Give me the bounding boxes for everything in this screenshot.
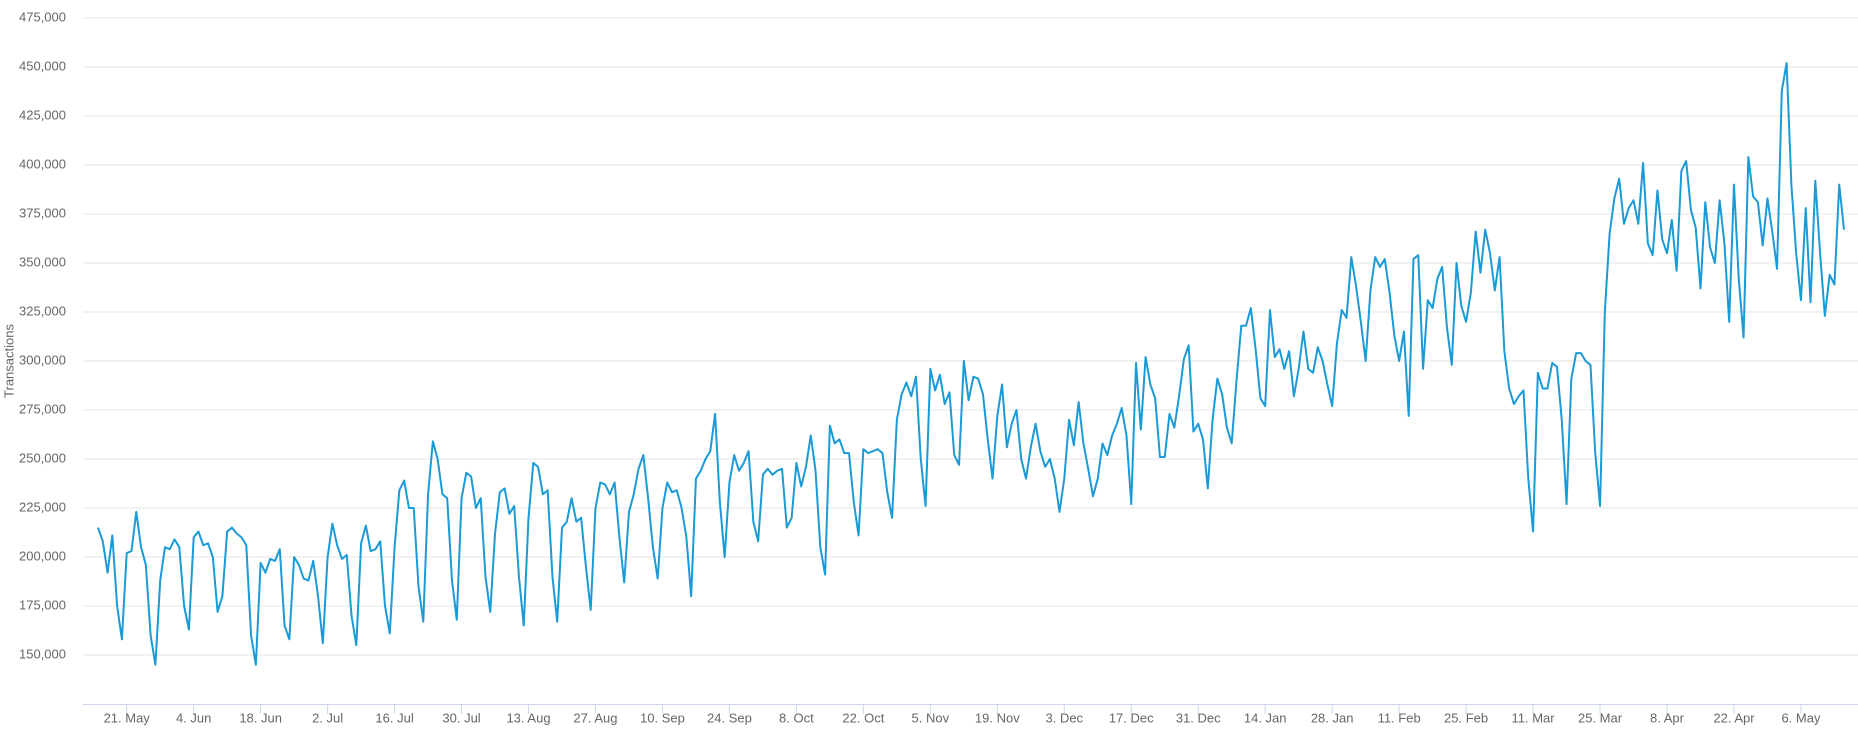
x-tick-label: 5. Nov	[912, 710, 950, 725]
x-tick-label: 13. Aug	[506, 710, 550, 725]
y-tick-label: 425,000	[19, 107, 66, 122]
y-tick-label: 200,000	[19, 548, 66, 563]
x-tick-label: 28. Jan	[1311, 710, 1354, 725]
y-tick-label: 225,000	[19, 499, 66, 514]
x-tick-label: 21. May	[104, 710, 151, 725]
x-tick-label: 27. Aug	[573, 710, 617, 725]
x-tick-label: 6. May	[1781, 710, 1821, 725]
x-tick-label: 8. Apr	[1650, 710, 1685, 725]
x-tick-label: 25. Mar	[1578, 710, 1623, 725]
x-tick-label: 24. Sep	[707, 710, 752, 725]
x-tick-label: 11. Feb	[1378, 710, 1421, 725]
x-tick-label: 18. Jun	[239, 710, 282, 725]
y-axis-title: Transactions	[1, 324, 16, 398]
y-tick-label: 275,000	[19, 401, 66, 416]
x-tick-label: 17. Dec	[1109, 710, 1154, 725]
x-tick-label: 22. Oct	[842, 710, 884, 725]
x-tick-label: 30. Jul	[442, 710, 480, 725]
y-tick-label: 400,000	[19, 156, 66, 171]
y-tick-label: 325,000	[19, 303, 66, 318]
data-line	[97, 62, 1845, 666]
x-tick-label: 22. Apr	[1713, 710, 1755, 725]
y-tick-label: 150,000	[19, 646, 66, 661]
y-tick-label: 175,000	[19, 597, 66, 612]
x-tick-label: 19. Nov	[975, 710, 1020, 725]
x-tick-label: 8. Oct	[779, 710, 814, 725]
y-tick-label: 300,000	[19, 352, 66, 367]
y-tick-label: 375,000	[19, 205, 66, 220]
x-tick-label: 31. Dec	[1176, 710, 1221, 725]
x-tick-label: 2. Jul	[312, 710, 343, 725]
x-tick-label: 14. Jan	[1244, 710, 1287, 725]
y-tick-label: 250,000	[19, 450, 66, 465]
x-tick-label: 3. Dec	[1045, 710, 1083, 725]
y-tick-label: 475,000	[19, 9, 66, 24]
y-tick-label: 450,000	[19, 58, 66, 73]
x-tick-label: 16. Jul	[375, 710, 413, 725]
x-tick-label: 11. Mar	[1512, 710, 1556, 725]
y-tick-label: 350,000	[19, 254, 66, 269]
x-tick-label: 10. Sep	[640, 710, 685, 725]
x-tick-label: 25. Feb	[1444, 710, 1488, 725]
x-tick-label: 4. Jun	[176, 710, 211, 725]
